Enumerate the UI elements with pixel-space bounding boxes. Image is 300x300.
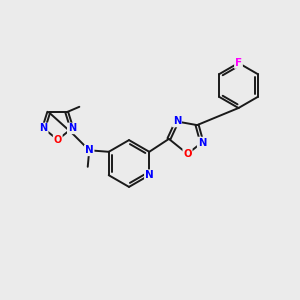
Text: N: N [198,137,206,148]
Text: N: N [173,116,181,127]
Text: O: O [183,149,192,159]
Text: F: F [235,58,242,68]
Text: N: N [40,123,48,134]
Text: O: O [54,135,62,145]
Text: N: N [68,123,76,134]
Text: N: N [85,145,94,155]
Text: N: N [145,170,154,180]
